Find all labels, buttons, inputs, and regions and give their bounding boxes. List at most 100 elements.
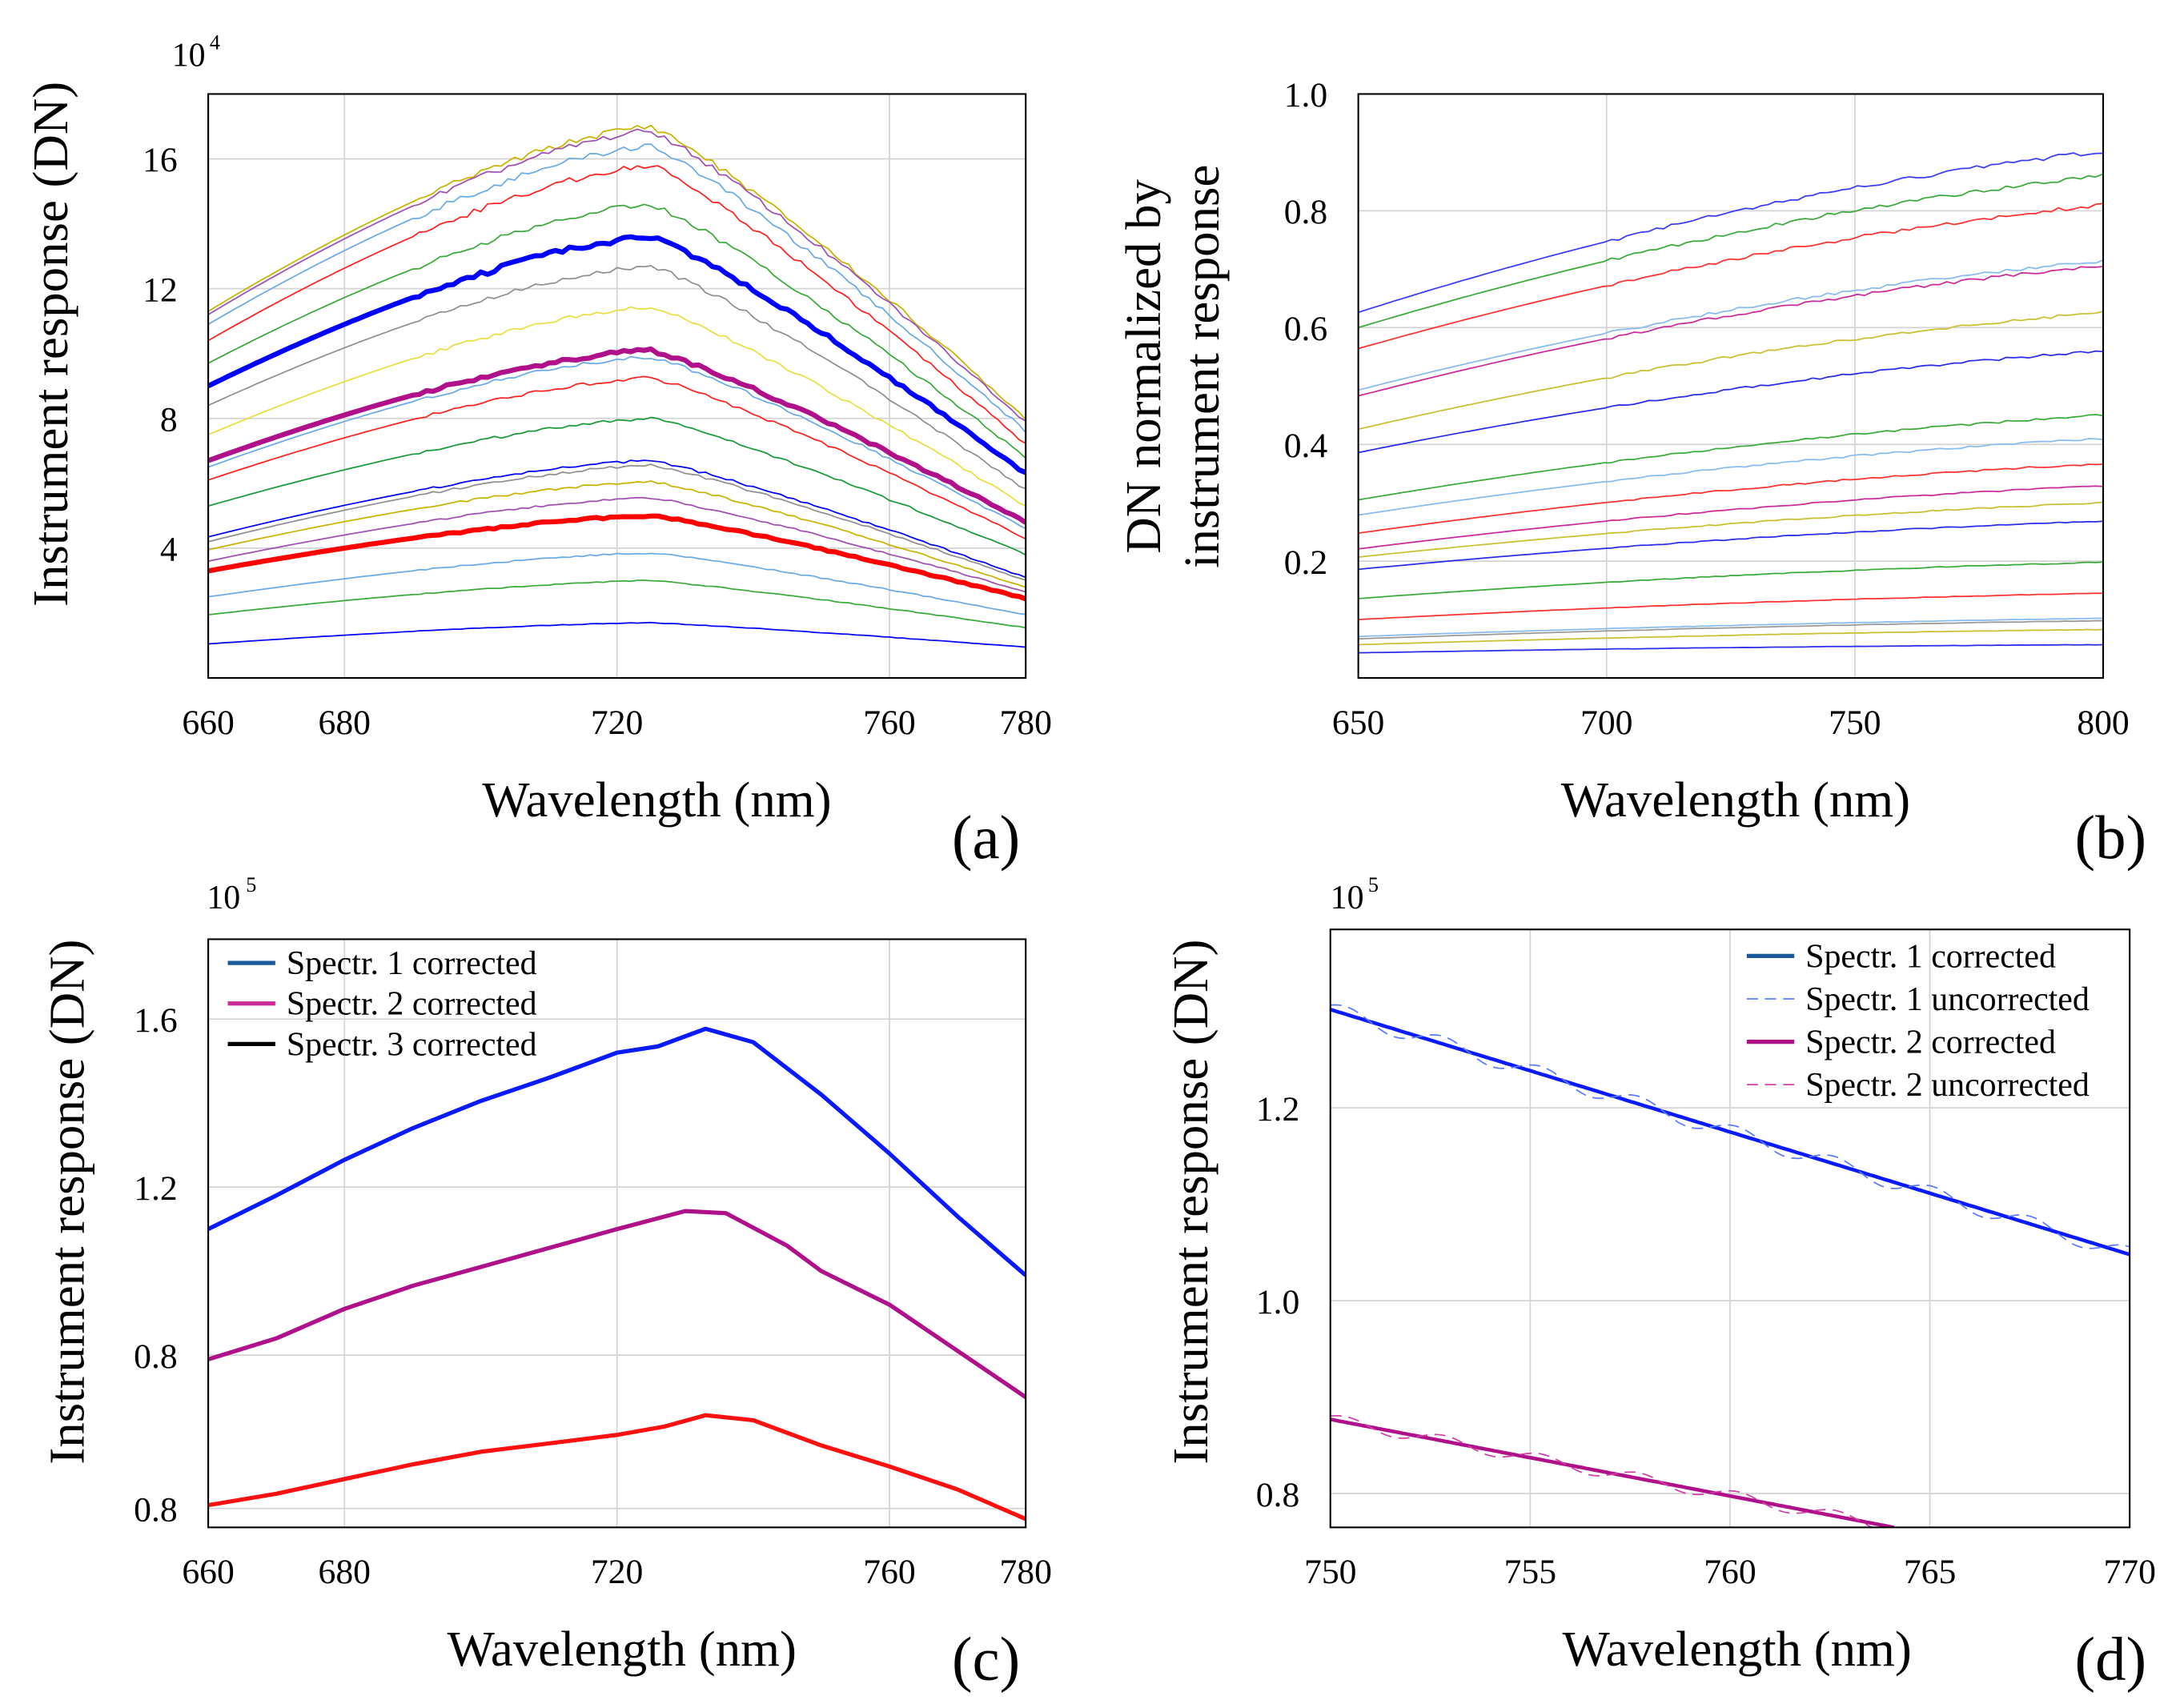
panel-a-letter: (a) xyxy=(952,804,1020,872)
series-line-16 xyxy=(1358,619,2103,640)
plot-frame xyxy=(1329,928,2131,1529)
series-line-13 xyxy=(208,463,1026,581)
panel-b-ylabel-line1: DN normalized by xyxy=(1115,178,1171,553)
legend-label: Spectr. 3 corrected xyxy=(287,1026,537,1063)
series-line-2 xyxy=(208,143,1026,434)
legend-label: Spectr. 2 uncorrected xyxy=(1805,1067,2090,1104)
panel-c-xlabel: Wavelength (nm) xyxy=(448,1621,797,1677)
series-group xyxy=(208,1026,1026,1522)
x-tick-label: 800 xyxy=(2077,704,2129,742)
series-line-5 xyxy=(1358,311,2103,431)
series-line-17 xyxy=(1358,628,2103,646)
plot-frame xyxy=(1357,93,2105,680)
x-tick-label: 760 xyxy=(863,704,915,742)
y-tick-label: 1.2 xyxy=(134,1169,178,1208)
x-tick-label: 720 xyxy=(591,704,643,742)
panel-a-xlabel: Wavelength (nm) xyxy=(482,772,831,828)
panel-c: 660 680 720 760 780 0.8 0.8 1.2 1.6 Spectr. 1 cor… xyxy=(134,938,1052,1591)
legend-label: Spectr. 1 uncorrected xyxy=(1805,981,2090,1018)
y-tick-label: 12 xyxy=(143,271,178,309)
series-line-13 xyxy=(1358,561,2103,599)
series-line-spectr-1-corrected xyxy=(208,1026,1026,1277)
y-tick-label: 0.8 xyxy=(134,1490,178,1529)
panel-d-labels: Instrument response (DN) Wavelength (nm)… xyxy=(1162,873,2146,1693)
series-line-10 xyxy=(208,375,1026,540)
x-tick-label: 780 xyxy=(999,704,1051,742)
panel-d-letter: (d) xyxy=(2075,1626,2147,1694)
panel-c-exponent-base: 10 xyxy=(207,880,240,916)
y-tick-label: 16 xyxy=(143,141,178,179)
y-tick-label: 1.2 xyxy=(1256,1090,1300,1129)
panel-d-xlabel: Wavelength (nm) xyxy=(1563,1621,1912,1677)
series-line-4 xyxy=(208,203,1026,459)
series-line-3 xyxy=(208,165,1026,444)
x-tick-label: 760 xyxy=(863,1553,915,1591)
series-line-14 xyxy=(208,480,1026,588)
legend-label: Spectr. 1 corrected xyxy=(287,945,537,982)
x-tick-label: 770 xyxy=(2103,1553,2155,1591)
panel-c-labels: Instrument response (DN) Wavelength (nm)… xyxy=(39,873,1020,1693)
series-line-11 xyxy=(208,416,1026,556)
series-line-7 xyxy=(208,306,1026,507)
series-line-16 xyxy=(208,513,1026,602)
x-tick-label: 700 xyxy=(1580,704,1632,742)
x-tick-label: 660 xyxy=(182,1553,234,1591)
legend: Spectr. 1 corrected Spectr. 1 uncorrected… xyxy=(1746,938,2090,1104)
series-line-1 xyxy=(208,128,1026,422)
y-tick-label: 0.8 xyxy=(1284,193,1328,231)
x-tick-label: 765 xyxy=(1904,1553,1956,1591)
series-line-7 xyxy=(1358,414,2103,501)
series-line-9 xyxy=(1358,463,2103,534)
series-line-15 xyxy=(1358,617,2103,638)
series-line-6 xyxy=(1358,350,2103,454)
plots: 660 680 720 760 780 4 8 12 16 650 700 750 800 0.2 0.4 0… xyxy=(134,76,2156,1591)
x-tick-label: 760 xyxy=(1704,1553,1756,1591)
x-tick-label: 680 xyxy=(319,704,371,742)
panel-b: 650 700 750 800 0.2 0.4 0.6 0.8 1.0 xyxy=(1284,76,2130,742)
series-line-4 xyxy=(1358,266,2103,397)
series-line-5 xyxy=(208,234,1026,475)
panel-d-exponent-power: 5 xyxy=(1368,873,1379,896)
x-tick-label: 755 xyxy=(1504,1553,1556,1591)
series-group xyxy=(1358,152,2103,654)
series-line-12 xyxy=(208,459,1026,579)
panel-c-letter: (c) xyxy=(952,1626,1020,1694)
x-tick-label: 650 xyxy=(1332,704,1384,742)
y-tick-label: 8 xyxy=(160,400,178,439)
panel-d: 750 755 760 765 770 0.8 1.0 1.2 Spectr. 1 correc… xyxy=(1256,928,2156,1591)
x-tick-label: 720 xyxy=(591,1553,643,1591)
series-line-8 xyxy=(1358,438,2103,516)
legend-label: Spectr. 2 corrected xyxy=(287,986,537,1023)
plot-frame xyxy=(207,93,1027,680)
series-line-18 xyxy=(1358,644,2103,654)
series-line-11 xyxy=(1358,501,2103,558)
panel-a-exponent-base: 10 xyxy=(172,38,206,74)
series-line-spectr-2-uncorrected xyxy=(1330,1414,1874,1528)
series-line-19 xyxy=(208,621,1026,648)
y-tick-label: 0.6 xyxy=(1284,310,1328,348)
series-line-6 xyxy=(208,265,1026,490)
panel-b-letter: (b) xyxy=(2075,804,2147,872)
y-tick-label: 0.8 xyxy=(134,1337,178,1376)
series-line-15 xyxy=(208,496,1026,593)
panel-c-ylabel: Instrument response (DN) xyxy=(39,940,95,1465)
panel-a-labels: Instrument response (DN) Wavelength (nm)… xyxy=(22,31,1020,872)
x-tick-label: 780 xyxy=(999,1553,1051,1591)
panel-a-exponent-power: 4 xyxy=(210,31,220,54)
panel-d-exponent-base: 10 xyxy=(1331,880,1364,916)
y-tick-label: 0.2 xyxy=(1284,543,1328,582)
x-tick-label: 750 xyxy=(1829,704,1881,742)
series-line-3 xyxy=(1358,259,2103,391)
series-line-9 xyxy=(208,355,1026,530)
panel-b-labels: DN normalized by instrument response Wav… xyxy=(1115,165,2146,872)
panel-b-ylabel-line2: instrument response xyxy=(1174,165,1230,568)
series-line-spectr-3-corrected xyxy=(208,1413,1026,1522)
y-tick-label: 4 xyxy=(160,531,178,569)
legend: Spectr. 1 corrected Spectr. 2 correctedSp… xyxy=(227,945,537,1063)
series-group xyxy=(1330,1004,2130,1528)
panel-a-ylabel: Instrument response (DN) xyxy=(22,82,78,607)
series-line-2 xyxy=(1358,202,2103,350)
panel-b-xlabel: Wavelength (nm) xyxy=(1561,772,1910,828)
series-line-0 xyxy=(1358,152,2103,314)
